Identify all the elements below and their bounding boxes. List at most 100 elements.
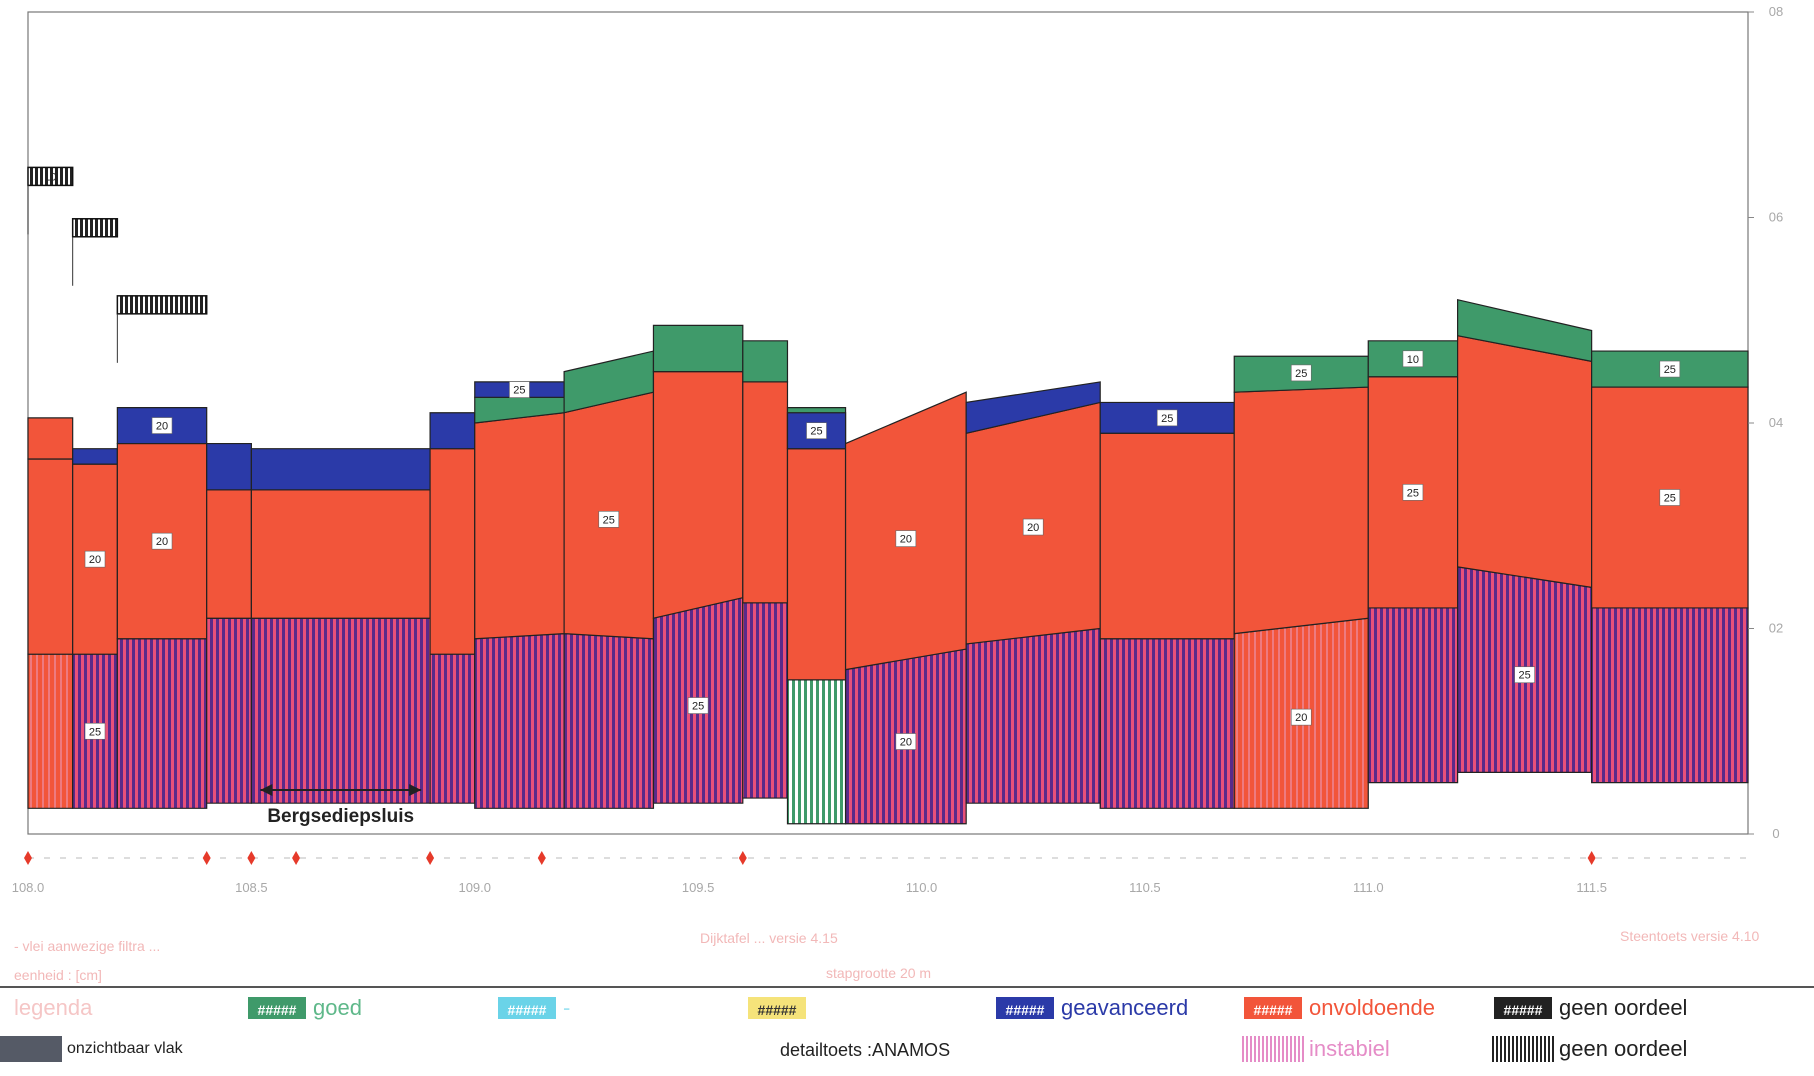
label-box-seg-11-0: [895, 733, 917, 750]
layer-onvoldoende-seg-4-1: [250, 489, 431, 619]
label-text-seg-16-0: 25: [1518, 670, 1530, 682]
label-box-seg-1-0: [84, 722, 106, 740]
label-text-seg-15-2: 10: [1407, 354, 1419, 366]
x-tick-6: 111.0: [1353, 880, 1384, 895]
label-box-seg-12-1: [1022, 518, 1044, 536]
label-box-seg-17-2: [1659, 360, 1681, 378]
layer-onvoldoende-seg-14-1: [1233, 386, 1369, 635]
layer-purple-seg-4-0: [250, 617, 431, 804]
label-text-seg-2-2: 20: [156, 421, 168, 433]
top-label-0: 10: [44, 171, 56, 183]
x-tick-7: 111.5: [1576, 880, 1607, 895]
label-text-seg-6-3: 25: [513, 385, 525, 397]
layer-purple-seg-3-0: [206, 617, 252, 804]
layer-purple-seg-5-0: [429, 653, 476, 804]
label-box-seg-10-3: [806, 422, 827, 440]
legend-swatch: #####: [994, 995, 1056, 1021]
legend-label: geavanceerd: [1061, 995, 1189, 1020]
legend-swatch: #####: [1242, 995, 1304, 1021]
marker-3: [292, 851, 301, 865]
legend-label: instabiel: [1309, 1036, 1390, 1061]
layer-geavanceerd-seg-12-2: [965, 381, 1101, 435]
footnote-center-top: Dijktafel ... versie 4.15: [700, 930, 838, 946]
x-tick-5: 110.5: [1129, 880, 1161, 895]
label-box-seg-14-2: [1290, 364, 1312, 382]
x-tick-1: 108.5: [235, 880, 268, 895]
label-text-seg-8-0: 25: [692, 701, 704, 713]
y-tick-0: 0: [1772, 826, 1779, 841]
label-box-seg-1-1: [84, 550, 106, 568]
footnote-right-top: Steentoets versie 4.10: [1620, 928, 1760, 944]
layer-purple-seg-9-0: [742, 602, 789, 799]
y-tick-4: 08: [1769, 4, 1783, 19]
legend-item-row1-3: #####: [746, 995, 813, 1021]
label-box-seg-7-1: [598, 511, 620, 528]
layer-onvoldoende-seg-0-1: [27, 458, 74, 655]
label-text-seg-13-2: 25: [1161, 413, 1173, 425]
x-tick-4: 110.0: [906, 880, 938, 895]
layer-onvoldoende-seg-3-1: [206, 489, 252, 619]
top-block-0: [27, 166, 74, 187]
legend-label: geen oordeel: [1559, 995, 1688, 1020]
label-text-seg-10-3: 25: [810, 426, 822, 438]
legend-item-row1-4: ##### geavanceerd: [994, 995, 1188, 1021]
layer-hatch_green-seg-10-0: [786, 679, 847, 825]
callout-arrow-left: [260, 784, 273, 796]
label-box-seg-15-1: [1402, 484, 1424, 501]
marker-0: [24, 851, 32, 865]
label-text-seg-17-1: 25: [1664, 492, 1676, 504]
legend-swatch: [1242, 1036, 1304, 1062]
layer-onvoldoende-seg-8-1: [652, 371, 744, 619]
label-text-seg-17-2: 25: [1664, 364, 1676, 376]
layer-onvoldoende-seg-10-1: [786, 448, 847, 681]
legend-label: goed: [313, 995, 362, 1020]
label-text-seg-1-1: 20: [89, 554, 101, 566]
x-tick-2: 109.0: [458, 880, 491, 895]
top-block-2: [116, 295, 208, 315]
chart-canvas: 10 2520202025252525202020252025251025252…: [12, 4, 1784, 895]
legend-swatch: #####: [246, 995, 308, 1021]
legend-item-row2-0: onzichtbaar vlak: [0, 1036, 183, 1062]
legend-item-row1-6: ##### geen oordeel: [1492, 995, 1687, 1021]
x-tick-0: 108.0: [12, 880, 45, 895]
footnote-left-top: - vlei aanwezige filtra ...: [14, 938, 161, 954]
layer-purple-seg-2-0: [116, 638, 208, 809]
layer-onvoldoende-seg-13-1: [1099, 432, 1235, 640]
layer-goed-seg-16-2: [1457, 298, 1593, 363]
label-box-seg-13-2: [1156, 409, 1178, 427]
marker-2: [247, 851, 256, 865]
layer-purple-seg-15-0: [1367, 607, 1459, 784]
label-text-seg-14-0: 20: [1295, 712, 1307, 724]
label-box-seg-16-0: [1514, 666, 1535, 684]
label-text-seg-7-1: 25: [603, 514, 615, 526]
legend-label: onzichtbaar vlak: [67, 1040, 183, 1057]
marker-5: [537, 851, 546, 865]
layer-onvoldoende-seg-6-1: [474, 412, 565, 640]
label-text-seg-1-0: 25: [89, 726, 101, 738]
layer-geavanceerd-seg-4-2: [250, 448, 431, 491]
legend-item-row1-0: legenda: [14, 995, 92, 1021]
layer-purple-seg-17-0: [1591, 607, 1749, 784]
marker-4: [426, 851, 435, 865]
label-box-seg-14-0: [1290, 708, 1312, 726]
label-box-seg-2-1: [151, 532, 173, 550]
legend-item-row1-2: ##### -: [496, 995, 570, 1021]
label-box-seg-17-1: [1659, 489, 1681, 506]
segment-labels: 25 20 20 20 25 25 25 25 20 20 20 25 20 25 25 10 25 25 25: [84, 350, 1681, 750]
legend-label: -: [563, 995, 571, 1020]
label-text-seg-14-2: 25: [1295, 368, 1307, 380]
footnote-center-bottom: stapgrootte 20 m: [826, 965, 932, 981]
label-box-seg-15-2: [1402, 350, 1424, 368]
legend-item-row2-2: geen oordeel: [1492, 1036, 1687, 1062]
detail-label: detailtoets :ANAMOS: [780, 1040, 951, 1060]
layer-geavanceerd-seg-1-2: [72, 448, 118, 465]
callout-arrow-right: [409, 784, 422, 796]
label-text-seg-2-1: 20: [156, 536, 168, 548]
layer-onvoldoende-seg-16-1: [1457, 334, 1593, 589]
legend-swatch: [0, 1036, 62, 1062]
legend-swatch: [1492, 1036, 1554, 1062]
marker-7: [1587, 851, 1596, 865]
legend-item-row1-5: ##### onvoldoende: [1242, 995, 1435, 1021]
layer-goed-seg-9-2: [742, 340, 789, 383]
layer-purple-seg-12-0: [965, 627, 1101, 804]
